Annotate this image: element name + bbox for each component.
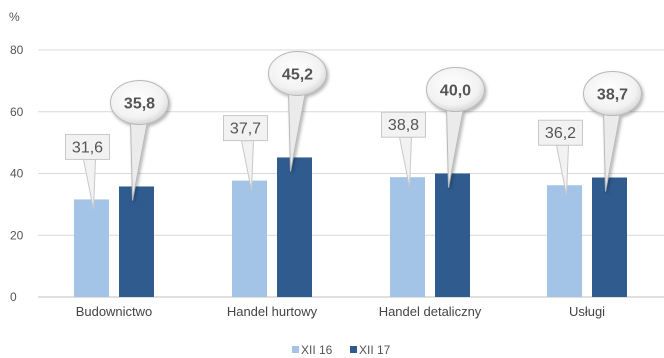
callout-box bbox=[381, 111, 426, 138]
bar bbox=[119, 186, 154, 297]
legend-swatch bbox=[292, 346, 299, 353]
data-label-callout: 40,0 bbox=[426, 67, 485, 188]
bar bbox=[592, 177, 627, 297]
data-label: 38,8 bbox=[388, 117, 419, 134]
y-tick-label: 40 bbox=[10, 167, 24, 181]
x-tick-label: Handel hurtowy bbox=[227, 304, 318, 319]
legend-label: XII 16 bbox=[301, 343, 333, 357]
data-label-callout: 35,8 bbox=[110, 79, 169, 201]
y-tick-label: 60 bbox=[10, 105, 24, 119]
legend-label: XII 17 bbox=[359, 343, 391, 357]
callout-bubble bbox=[268, 50, 327, 96]
x-tick-label: Budownictwo bbox=[76, 304, 153, 319]
data-label: 35,8 bbox=[124, 95, 155, 112]
data-label: 31,6 bbox=[72, 139, 103, 156]
data-label: 37,7 bbox=[230, 121, 261, 138]
data-label: 40,0 bbox=[440, 83, 471, 100]
data-label-callout: 36,2 bbox=[538, 119, 583, 196]
data-label-callout: 38,8 bbox=[381, 111, 426, 188]
data-label-callout: 31,6 bbox=[65, 133, 110, 210]
legend-item: XII 16 bbox=[292, 343, 333, 357]
data-label: 38,7 bbox=[597, 87, 628, 104]
legend-swatch bbox=[350, 346, 357, 353]
callout-bubble bbox=[583, 71, 642, 117]
callout-bubble bbox=[426, 67, 485, 112]
data-label: 45,2 bbox=[282, 66, 313, 83]
data-label: 36,2 bbox=[545, 125, 576, 142]
y-tick-label: 0 bbox=[10, 290, 17, 304]
bar bbox=[74, 199, 109, 297]
data-label-callout: 37,7 bbox=[223, 115, 268, 191]
x-tick-label: Usługi bbox=[569, 304, 605, 319]
y-axis-unit: % bbox=[9, 10, 20, 24]
bar bbox=[547, 185, 582, 297]
legend-item: XII 17 bbox=[350, 343, 391, 357]
bar bbox=[232, 180, 267, 297]
data-label-callout: 45,2 bbox=[268, 50, 327, 172]
data-label-callout: 38,7 bbox=[583, 71, 642, 192]
callout-box bbox=[223, 115, 268, 142]
y-tick-label: 20 bbox=[10, 228, 24, 242]
callout-bubble bbox=[110, 79, 169, 125]
bar bbox=[277, 157, 312, 297]
callout-box bbox=[538, 119, 583, 146]
bar bbox=[390, 177, 425, 297]
x-tick-label: Handel detaliczny bbox=[379, 304, 482, 319]
bar bbox=[435, 173, 470, 297]
callout-box bbox=[65, 133, 110, 160]
y-tick-label: 80 bbox=[10, 43, 24, 57]
